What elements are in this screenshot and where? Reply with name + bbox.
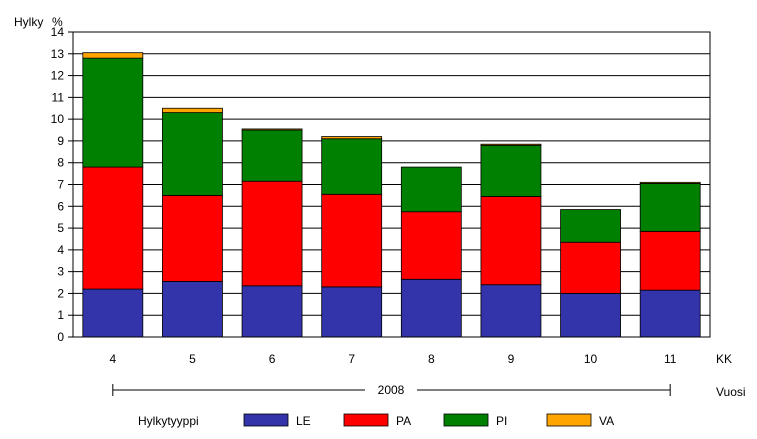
bar-segment-va — [321, 136, 383, 140]
legend-swatch-pa — [343, 413, 389, 427]
legend-title: Hylkytyyppi — [138, 414, 199, 428]
bar-segment-pa — [162, 194, 223, 282]
y-tick-label: 14 — [51, 25, 65, 39]
x-tick-label: 5 — [189, 352, 196, 366]
x-tick-label: 10 — [584, 352, 598, 366]
bar-segment-pi — [321, 138, 383, 195]
legend-label-va: VA — [599, 414, 614, 428]
bar-segment-le — [82, 288, 144, 338]
bar-segment-va — [241, 128, 303, 131]
bar-segment-le — [162, 281, 223, 338]
bar-segment-pi — [162, 112, 223, 196]
legend: LE PA PI VA — [243, 413, 614, 428]
y-axis-unit: % — [52, 15, 63, 29]
x-tick-label: 8 — [428, 352, 435, 366]
bar-segment-pa — [560, 241, 621, 294]
x-tick-label: 6 — [269, 352, 276, 366]
bar-segment-le — [241, 285, 303, 338]
y-tick-label: 8 — [57, 156, 64, 170]
legend-label-le: LE — [296, 414, 311, 428]
y-tick-label: 2 — [57, 286, 64, 300]
bar-segment-va — [82, 52, 144, 59]
year-label: 2008 — [378, 383, 405, 397]
legend-swatch-pi — [443, 413, 489, 427]
bar-segment-le — [400, 278, 462, 338]
bar-segment-pa — [480, 196, 542, 286]
y-tick-label: 11 — [52, 90, 65, 104]
plot-frame — [72, 31, 711, 338]
x-tick-label: 7 — [348, 352, 355, 366]
bar-segment-le — [560, 293, 621, 338]
legend-label-pa: PA — [396, 414, 411, 428]
y-tick-label: 6 — [57, 199, 64, 213]
bar-segment-le — [321, 286, 383, 338]
bar-segment-le — [480, 284, 542, 338]
year-bracket — [112, 384, 671, 396]
y-axis-label: Hylky — [14, 15, 43, 29]
bar-segment-pa — [639, 230, 701, 291]
bar-segment-pa — [82, 166, 144, 290]
y-tick-label: 5 — [57, 221, 64, 235]
y-tick-label: 9 — [57, 134, 64, 148]
x-tick-label: 9 — [508, 352, 515, 366]
bar-segment-va — [162, 107, 223, 114]
x-axis-secondary-label: Vuosi — [716, 385, 746, 399]
y-tick-label: 3 — [57, 265, 64, 279]
bar-segment-pi — [639, 183, 701, 232]
y-tick-label: 4 — [57, 243, 64, 257]
bar-segment-pi — [560, 209, 621, 243]
bars — [82, 52, 701, 338]
bar-segment-pi — [400, 166, 462, 213]
bar-segment-pi — [480, 144, 542, 197]
bar-segment-va — [480, 143, 542, 146]
bar-segment-va — [639, 181, 701, 184]
x-tick-label: 4 — [109, 352, 116, 366]
x-tick-label: 11 — [664, 352, 677, 366]
y-tick-label: 10 — [51, 112, 65, 126]
bar-segment-pa — [321, 193, 383, 288]
x-tick-labels: 4 5 6 7 8 9 10 11 — [109, 352, 676, 366]
bar-segment-pi — [241, 129, 303, 182]
bar-segment-le — [639, 289, 701, 338]
y-tick-label: 0 — [57, 330, 64, 344]
x-axis-label: KK — [716, 352, 732, 366]
legend-swatch-va — [546, 413, 592, 427]
y-tick-label: 13 — [51, 47, 65, 61]
legend-label-pi: PI — [496, 414, 507, 428]
y-tick-label: 12 — [51, 69, 65, 83]
bar-segment-pi — [82, 57, 144, 168]
y-tick-label: 7 — [57, 178, 64, 192]
bar-segment-pa — [241, 180, 303, 287]
bar-segment-pa — [400, 211, 462, 280]
y-tick-label: 1 — [57, 308, 64, 322]
legend-swatch-le — [243, 413, 289, 427]
